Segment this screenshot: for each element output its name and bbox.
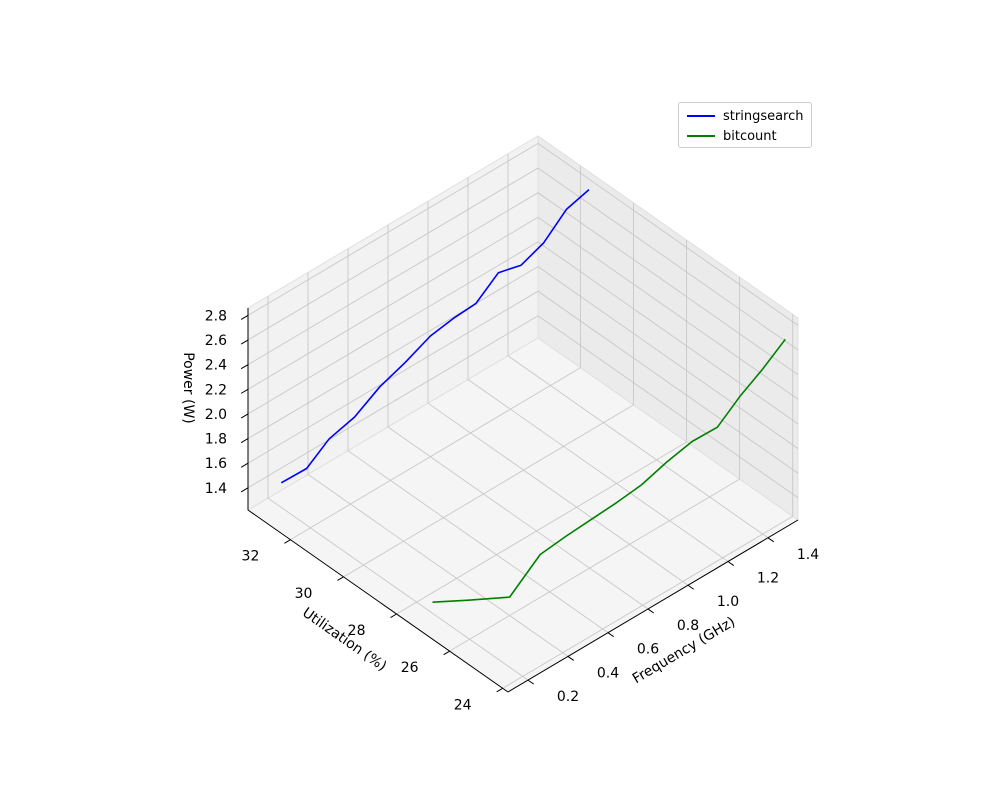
gridline-x (267, 296, 529, 681)
legend-item-bitcount: bitcount (687, 126, 777, 146)
y-tick-label: 28 (348, 623, 366, 639)
legend-line-bitcount (687, 135, 715, 137)
z-tick (240, 339, 249, 345)
x-tick-label: 1.4 (797, 547, 819, 563)
x-tick (687, 584, 695, 590)
y-tick-label: 30 (295, 586, 313, 602)
y-tick-label: 26 (401, 660, 419, 676)
gridline-z (247, 266, 799, 449)
x-tick-label: 1.2 (757, 571, 779, 587)
z-tick (240, 314, 249, 320)
series-line-stringsearch (280, 188, 590, 484)
y-tick (337, 576, 344, 581)
gridline-x (427, 201, 689, 586)
x-tick (767, 537, 775, 543)
z-tick-label: 2.8 (205, 308, 227, 324)
z-tick (240, 364, 249, 370)
z-tick-label: 2.6 (205, 333, 227, 349)
gridline-z (247, 216, 799, 400)
legend-label: bitcount (723, 128, 777, 144)
x-tick (527, 679, 535, 685)
y-axis-label: Utilization (%) (299, 605, 389, 675)
y-axis-line (247, 509, 509, 693)
gridline-z (247, 315, 799, 499)
gridline-z (247, 167, 799, 351)
gridline-z (247, 142, 799, 326)
z-tick-label: 2.4 (205, 358, 227, 374)
x-tick (567, 656, 575, 661)
z-tick-label: 2.2 (205, 382, 227, 398)
x-tick (727, 561, 735, 566)
z-tick (240, 388, 249, 394)
x-tick-label: 0.6 (637, 642, 659, 658)
z-tick (240, 413, 249, 419)
z-tick-label: 2.0 (205, 407, 227, 423)
x-tick-label: 1.0 (717, 594, 739, 610)
y-tick-label: 24 (454, 697, 472, 713)
legend: stringsearch bitcount (678, 102, 812, 148)
legend-line-stringsearch (687, 115, 715, 117)
z-tick-label: 1.8 (205, 432, 227, 448)
legend-label: stringsearch (723, 108, 804, 124)
z-tick (240, 462, 249, 468)
series-line-bitcount (432, 338, 786, 603)
gridline-y (449, 277, 741, 652)
x-tick (607, 632, 615, 638)
y-tick (284, 539, 291, 544)
z-tick-label: 1.4 (205, 481, 227, 497)
gridline-z (247, 290, 799, 474)
gridline-x (467, 177, 729, 562)
gridline-x (307, 272, 569, 657)
y-tick (443, 650, 450, 656)
gridline-z (247, 241, 799, 425)
gridline-x (507, 153, 769, 539)
x-tick-label: 0.2 (557, 689, 579, 705)
x-tick-label: 0.4 (597, 665, 619, 681)
x-tick-label: 0.8 (677, 618, 699, 634)
y-tick-label: 32 (242, 549, 260, 565)
legend-item-stringsearch: stringsearch (687, 106, 804, 126)
gridline-x (387, 225, 649, 610)
z-tick (240, 438, 249, 444)
y-tick (390, 613, 397, 619)
gridline-y (502, 314, 794, 689)
gridline-x (347, 248, 609, 634)
z-tick-label: 1.6 (205, 456, 227, 472)
gridline-z (247, 192, 799, 376)
z-tick (240, 487, 249, 493)
x-axis-line (507, 519, 799, 693)
gridline-y (396, 240, 688, 615)
gridline-y (290, 165, 581, 541)
z-axis-label: Power (W) (180, 352, 196, 424)
gridline-y (343, 202, 634, 578)
x-tick (647, 608, 655, 614)
y-tick (496, 687, 503, 693)
